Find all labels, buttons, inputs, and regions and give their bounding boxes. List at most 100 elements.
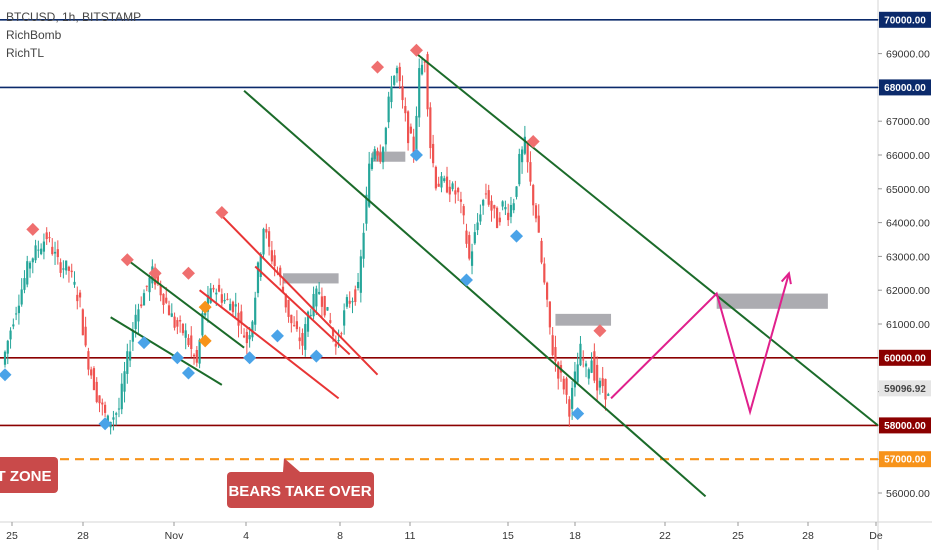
- sell-signal-marker[interactable]: [409, 43, 423, 57]
- candle-body: [434, 166, 437, 189]
- candle-body: [53, 251, 57, 254]
- candle-body: [493, 205, 496, 209]
- candle-body: [370, 157, 374, 170]
- indicator-richbomb[interactable]: RichBomb: [6, 28, 62, 42]
- candle-body: [423, 61, 426, 63]
- candle-body: [165, 297, 168, 303]
- candle-body: [454, 190, 457, 195]
- candle-body: [106, 415, 109, 423]
- buy-signal-marker[interactable]: [409, 148, 423, 162]
- candle-body: [498, 217, 501, 223]
- candle-body: [426, 54, 429, 110]
- sell-signal-marker[interactable]: [26, 222, 40, 236]
- candle-body: [432, 143, 435, 164]
- buy-signal-marker[interactable]: [309, 349, 323, 363]
- level-price-label: 70000.00: [884, 15, 926, 26]
- candle-body: [220, 294, 223, 303]
- buy-signal-marker[interactable]: [170, 351, 184, 365]
- candle-body: [51, 246, 54, 255]
- buy-signal-marker[interactable]: [459, 273, 473, 287]
- candle-body: [176, 320, 179, 327]
- candle-body: [532, 185, 535, 206]
- trendline[interactable]: [110, 316, 223, 386]
- level-price-tag: [879, 79, 931, 96]
- candle-body: [501, 201, 504, 207]
- candle-body: [487, 190, 490, 205]
- candle-body: [131, 330, 134, 342]
- candle-body: [181, 323, 185, 334]
- price-tick-label: 69000.00: [886, 49, 930, 61]
- candle-body: [518, 153, 521, 185]
- candle-body: [56, 249, 59, 258]
- buy-signal-marker[interactable]: [243, 351, 257, 365]
- supply-zone[interactable]: [371, 151, 406, 162]
- time-tick-label: 25: [732, 530, 744, 542]
- sell-signal-marker[interactable]: [181, 266, 195, 280]
- sell-signal-marker[interactable]: [371, 60, 385, 74]
- candle-body: [395, 67, 399, 74]
- candle-body: [462, 206, 465, 216]
- candle-body: [259, 253, 262, 277]
- indicator-richtl[interactable]: RichTL: [6, 46, 45, 60]
- time-tick-label: 28: [77, 530, 89, 542]
- candle-body: [254, 297, 257, 325]
- candle-body: [76, 294, 79, 302]
- candle-body: [198, 339, 201, 364]
- candle-body: [206, 294, 210, 312]
- projection-path[interactable]: [610, 273, 790, 416]
- candle-body: [115, 413, 118, 415]
- candle-body: [217, 284, 221, 292]
- buy-signal-marker[interactable]: [510, 229, 524, 243]
- trendline[interactable]: [254, 265, 351, 356]
- candle-body: [540, 240, 543, 263]
- candle-body: [543, 263, 546, 283]
- candle-body: [429, 107, 432, 149]
- warning-signal-marker[interactable]: [198, 300, 212, 314]
- candle-body: [293, 325, 296, 327]
- candle-body: [598, 380, 602, 388]
- candle-body: [195, 349, 198, 363]
- candle-body: [3, 351, 7, 365]
- buy-signal-marker[interactable]: [270, 329, 284, 343]
- candle-body: [231, 301, 235, 313]
- candle-body: [482, 200, 485, 206]
- candle-body: [473, 232, 476, 244]
- time-tick-label: De: [869, 530, 883, 542]
- buy-signal-marker[interactable]: [98, 417, 112, 431]
- buy-signal-marker[interactable]: [0, 368, 12, 382]
- candle-body: [340, 333, 343, 335]
- candle-body: [284, 293, 287, 308]
- candle-body: [304, 324, 307, 350]
- zone-note[interactable]: [0, 457, 58, 493]
- sell-signal-marker[interactable]: [526, 134, 540, 148]
- candle-body: [265, 229, 268, 233]
- buy-signal-marker[interactable]: [571, 407, 585, 421]
- candle-body: [229, 303, 232, 311]
- time-tick-label: 18: [569, 530, 581, 542]
- trendline[interactable]: [198, 289, 340, 400]
- trendline[interactable]: [243, 90, 707, 498]
- sell-signal-marker[interactable]: [593, 324, 607, 338]
- sell-signal-marker[interactable]: [215, 205, 229, 219]
- buy-signal-marker[interactable]: [181, 366, 195, 380]
- candle-body: [534, 205, 538, 219]
- candle-body: [92, 368, 96, 391]
- supply-zone[interactable]: [555, 313, 612, 326]
- warning-signal-marker[interactable]: [198, 334, 212, 348]
- trendline[interactable]: [415, 52, 879, 427]
- sell-signal-marker[interactable]: [148, 266, 162, 280]
- candle-body: [507, 212, 510, 221]
- buy-signal-marker[interactable]: [137, 336, 151, 350]
- supply-zone[interactable]: [283, 273, 339, 284]
- sell-signal-marker[interactable]: [120, 253, 134, 267]
- bears-take-over-note[interactable]: [227, 472, 374, 508]
- candle-body: [523, 136, 526, 154]
- supply-zone[interactable]: [716, 293, 828, 309]
- candle-body: [329, 320, 332, 323]
- candle-body: [376, 150, 379, 156]
- candle-body: [145, 285, 148, 287]
- trendline[interactable]: [221, 215, 379, 376]
- trendline[interactable]: [126, 258, 245, 349]
